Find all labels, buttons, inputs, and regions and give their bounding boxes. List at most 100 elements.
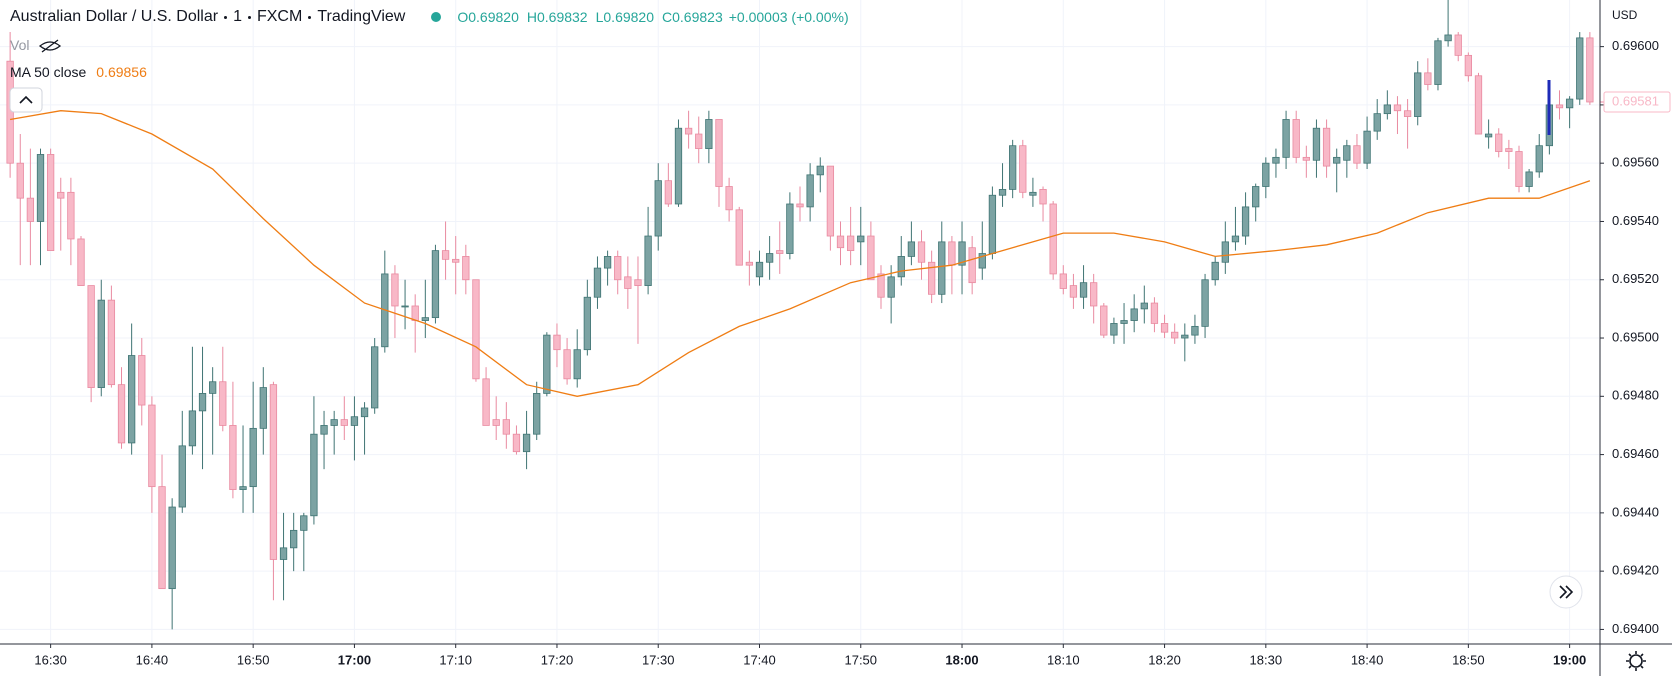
- candle-body: [603, 256, 612, 269]
- candle-body: [958, 241, 966, 266]
- scroll-icon: [1559, 585, 1574, 599]
- ohlc-value: 0.69832: [536, 9, 588, 25]
- x-tick-label: 17:40: [743, 652, 776, 667]
- ohlc-label: L: [595, 9, 604, 25]
- candle-body: [1363, 130, 1371, 164]
- candle-body: [290, 529, 298, 549]
- candle-body: [1505, 148, 1513, 152]
- candle-body: [1211, 261, 1219, 281]
- x-tick-label: 18:40: [1351, 652, 1384, 667]
- collapse-button[interactable]: [9, 87, 43, 113]
- candle-body: [806, 174, 814, 208]
- candle-body: [310, 433, 318, 517]
- ohlc: O0.69820 H0.69832 L0.69820 C0.69823: [457, 9, 722, 25]
- candle-body: [938, 241, 946, 295]
- interval: 1: [233, 8, 242, 25]
- candle-body: [1464, 54, 1472, 77]
- plot-area: [6, 0, 1594, 630]
- candle-body: [1535, 145, 1543, 173]
- candle-body: [1434, 40, 1442, 85]
- candle-body: [340, 419, 348, 426]
- last-price-box: [1603, 91, 1671, 113]
- candle-body: [715, 119, 723, 187]
- volume-label: Vol: [10, 37, 30, 53]
- candle-body: [1454, 34, 1462, 56]
- candle-body: [978, 253, 986, 269]
- candle-body: [1191, 325, 1199, 336]
- candle-body: [624, 276, 632, 289]
- candle-body: [482, 378, 490, 426]
- volume-row: Vol: [10, 37, 29, 53]
- candle-body: [1009, 145, 1017, 190]
- candle-body: [857, 235, 865, 243]
- hide-icon[interactable]: [38, 39, 62, 53]
- ohlc-item: O0.69820: [457, 9, 519, 25]
- candle-body: [553, 334, 561, 351]
- candle-body: [846, 235, 855, 252]
- candle-body: [1130, 308, 1138, 321]
- candle-body: [441, 250, 450, 260]
- candle-body: [1343, 145, 1351, 161]
- candle-body: [259, 387, 267, 429]
- candle-body: [735, 209, 743, 266]
- candle-body: [16, 162, 24, 199]
- candle-body: [998, 189, 1007, 196]
- candle-body: [826, 165, 835, 237]
- candle-body: [138, 355, 146, 406]
- candle-body: [26, 197, 35, 222]
- x-tick-label: 19:00: [1553, 652, 1586, 667]
- candle-body: [786, 203, 794, 254]
- candle-body: [1333, 156, 1341, 164]
- candle-body: [77, 238, 85, 286]
- candle-body: [796, 203, 804, 208]
- ma-name: MA 50 close: [10, 64, 87, 80]
- candle-body: [46, 154, 55, 252]
- candle-body: [917, 241, 926, 263]
- candle-body: [360, 407, 369, 418]
- candle-body: [664, 180, 672, 205]
- candle-body: [148, 404, 156, 488]
- y-tick-label: 0.69520: [1612, 271, 1659, 286]
- candle-body: [1201, 279, 1209, 327]
- settings-button[interactable]: [1629, 654, 1643, 668]
- candle-body: [1120, 320, 1128, 324]
- ohlc-label: C: [662, 9, 673, 25]
- candle-body: [1039, 189, 1047, 205]
- candle-body: [1241, 206, 1250, 237]
- x-tick-label: 18:20: [1148, 652, 1181, 667]
- candle-body: [249, 427, 257, 488]
- candle-body: [401, 305, 409, 308]
- candle-body: [1049, 203, 1057, 275]
- candle-body: [492, 419, 500, 426]
- candle-body: [178, 445, 186, 508]
- candle-body: [1272, 156, 1280, 164]
- candle-body: [816, 165, 824, 176]
- candle-body: [1586, 37, 1594, 103]
- y-tick-label: 0.69560: [1612, 155, 1659, 170]
- candle-body: [1515, 151, 1523, 187]
- candle-body: [705, 119, 713, 150]
- candle-body: [391, 273, 399, 307]
- candle-body: [1444, 34, 1452, 42]
- candle-body: [1100, 305, 1108, 336]
- candle-body: [269, 384, 278, 560]
- y-tick-label: 0.69460: [1612, 446, 1659, 461]
- candle-body: [765, 253, 774, 263]
- y-tick-label: 0.69400: [1612, 621, 1659, 636]
- candle-body: [1353, 145, 1361, 164]
- change: +0.00003 (+0.00%): [728, 9, 849, 25]
- candle-body: [107, 299, 116, 386]
- candle-body: [897, 256, 905, 278]
- candle-body: [583, 296, 591, 351]
- x-tick-label: 18:30: [1250, 652, 1283, 667]
- candle-body: [1302, 156, 1310, 161]
- candle-body: [1181, 334, 1189, 339]
- candle-body: [209, 381, 217, 394]
- candle-body: [421, 317, 429, 321]
- candle-body: [1069, 285, 1078, 298]
- candle-body: [97, 299, 105, 388]
- header: Australian Dollar / U.S. Dollar 1 FXCM T…: [10, 8, 849, 26]
- candle-body: [1140, 302, 1148, 310]
- candle-body: [725, 186, 733, 211]
- axes: 0.69400 0.69420 0.69440 0.69460 0.69480 0.695…: [34, 8, 1671, 667]
